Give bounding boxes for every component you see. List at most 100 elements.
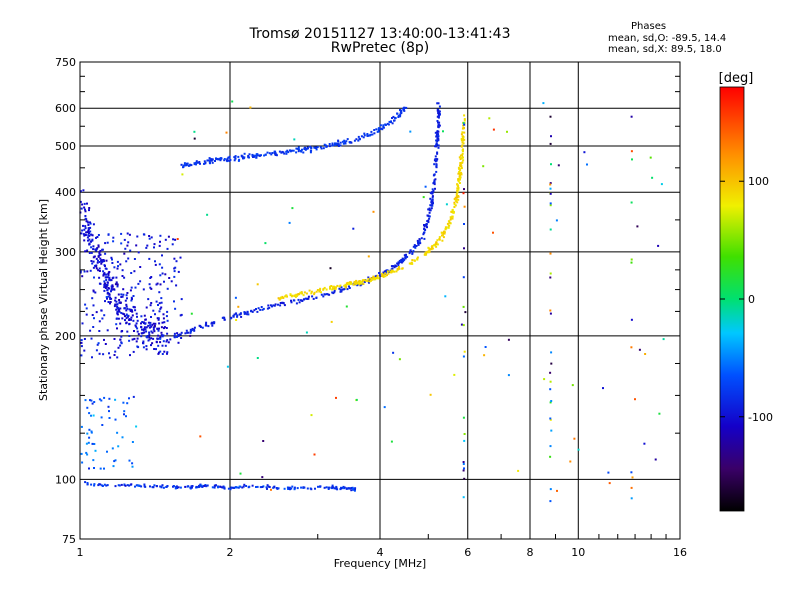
data-point bbox=[437, 124, 440, 127]
data-point bbox=[423, 224, 425, 226]
data-point bbox=[117, 265, 119, 268]
data-point bbox=[323, 143, 326, 146]
data-point bbox=[331, 288, 334, 291]
data-point bbox=[437, 133, 440, 136]
data-point bbox=[454, 196, 457, 199]
data-point bbox=[141, 321, 144, 323]
data-point bbox=[386, 270, 389, 273]
data-point bbox=[426, 251, 429, 254]
data-point bbox=[91, 442, 94, 445]
data-point bbox=[274, 150, 277, 153]
data-point bbox=[457, 187, 460, 189]
data-point bbox=[305, 331, 308, 334]
data-point bbox=[89, 329, 92, 332]
data-point bbox=[137, 282, 140, 285]
data-point bbox=[257, 307, 260, 310]
data-point bbox=[411, 262, 414, 265]
data-point bbox=[126, 292, 129, 294]
data-point bbox=[140, 335, 143, 338]
data-point bbox=[106, 297, 108, 300]
data-point bbox=[438, 105, 441, 108]
data-point bbox=[342, 142, 345, 145]
data-point bbox=[255, 156, 258, 159]
data-point bbox=[300, 486, 303, 489]
data-point bbox=[100, 309, 103, 312]
data-point bbox=[142, 346, 145, 349]
data-point bbox=[325, 288, 328, 291]
data-point bbox=[88, 428, 91, 431]
data-point bbox=[90, 483, 93, 486]
data-point bbox=[549, 417, 552, 420]
data-point bbox=[285, 294, 288, 297]
data-point bbox=[96, 236, 99, 238]
data-point bbox=[88, 467, 90, 470]
data-point bbox=[363, 134, 366, 137]
data-point bbox=[149, 286, 152, 289]
data-point bbox=[121, 436, 124, 439]
data-point bbox=[382, 124, 385, 127]
data-point bbox=[105, 296, 108, 298]
data-point bbox=[144, 328, 147, 331]
data-point bbox=[462, 416, 465, 419]
data-point bbox=[136, 327, 139, 330]
data-point bbox=[411, 252, 414, 254]
data-point bbox=[460, 145, 463, 148]
data-point bbox=[388, 120, 391, 123]
data-point bbox=[350, 489, 353, 492]
data-point bbox=[193, 326, 196, 329]
data-point bbox=[458, 170, 461, 173]
data-point bbox=[423, 228, 426, 231]
y-tick-label: 400 bbox=[55, 186, 76, 199]
data-point bbox=[460, 133, 463, 136]
data-point bbox=[460, 323, 463, 326]
data-point bbox=[100, 416, 103, 419]
data-point bbox=[125, 305, 128, 308]
data-point bbox=[293, 138, 296, 141]
data-point bbox=[179, 256, 182, 259]
data-point bbox=[463, 119, 466, 122]
data-point bbox=[354, 488, 356, 491]
data-point bbox=[287, 151, 290, 154]
data-point bbox=[106, 281, 109, 284]
data-point bbox=[117, 309, 120, 312]
data-point bbox=[130, 296, 133, 299]
data-point bbox=[292, 149, 295, 152]
phase-stats-x: mean, sd,X: 89.5, 18.0 bbox=[608, 44, 722, 55]
data-point bbox=[428, 211, 431, 214]
colorbar-axis: 100 0 -100 bbox=[720, 175, 773, 424]
data-point bbox=[461, 131, 464, 134]
data-point bbox=[125, 321, 128, 324]
data-point bbox=[420, 237, 423, 240]
data-point bbox=[150, 316, 152, 318]
data-point bbox=[160, 326, 163, 329]
data-point bbox=[453, 198, 456, 200]
data-point bbox=[100, 399, 103, 402]
data-point bbox=[397, 262, 400, 265]
data-point bbox=[456, 187, 459, 190]
data-point bbox=[141, 328, 143, 331]
data-point bbox=[631, 158, 633, 161]
data-point bbox=[328, 145, 331, 148]
data-point bbox=[276, 487, 279, 490]
data-point bbox=[427, 208, 430, 211]
data-point bbox=[366, 279, 369, 282]
data-point bbox=[163, 280, 165, 283]
data-point bbox=[83, 349, 86, 352]
data-point bbox=[95, 249, 98, 252]
data-point bbox=[149, 304, 152, 307]
y-axis: 75 100 200 300 400 500 600 750 bbox=[55, 56, 680, 546]
data-point bbox=[387, 272, 390, 275]
data-point bbox=[118, 299, 121, 301]
data-point bbox=[452, 211, 455, 214]
data-point bbox=[271, 305, 273, 308]
data-point bbox=[125, 317, 128, 320]
data-point bbox=[431, 245, 434, 248]
data-point bbox=[209, 162, 211, 165]
data-point bbox=[435, 143, 438, 146]
data-point bbox=[83, 239, 86, 242]
data-point bbox=[288, 221, 291, 224]
data-point bbox=[127, 241, 130, 244]
data-point bbox=[156, 327, 159, 330]
data-point bbox=[189, 331, 192, 334]
data-point bbox=[116, 283, 119, 286]
